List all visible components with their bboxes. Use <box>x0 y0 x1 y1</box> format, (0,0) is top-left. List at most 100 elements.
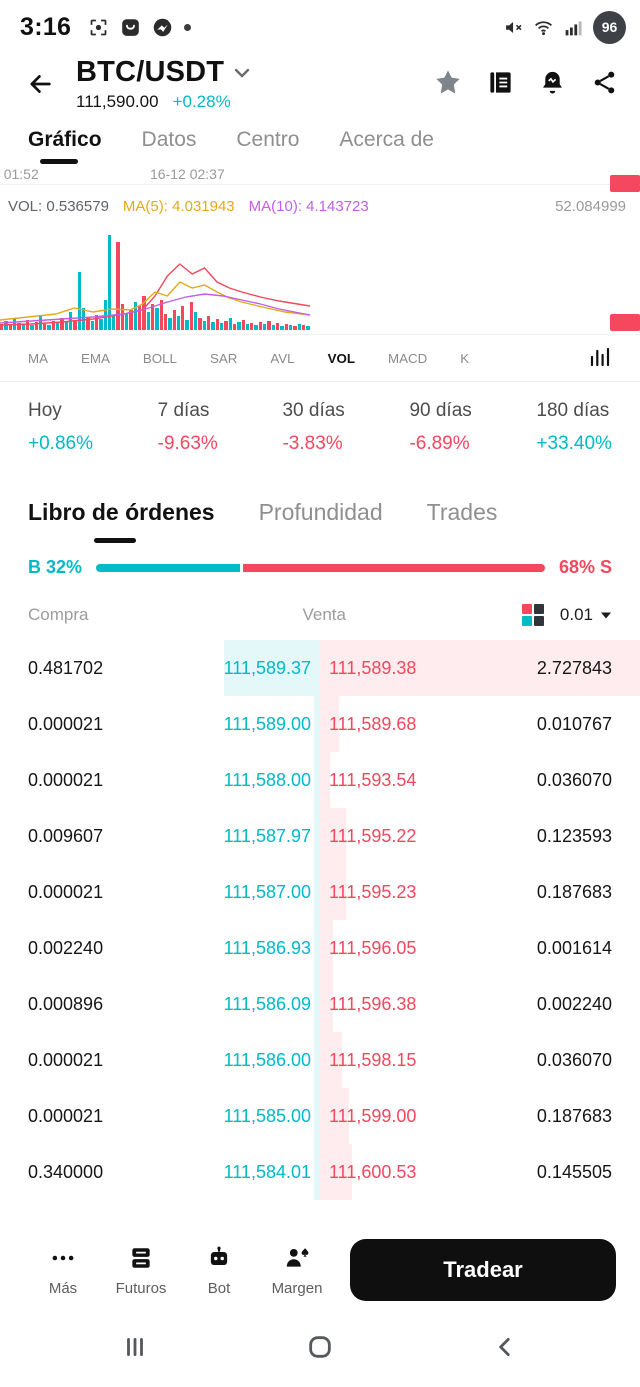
indicator-macd[interactable]: MACD <box>388 350 428 366</box>
tab-profundidad[interactable]: Profundidad <box>259 499 383 543</box>
orderbook-row[interactable]: 0.000021 111,588.00 111,593.54 0.036070 <box>0 752 640 808</box>
sell-price[interactable]: 111,596.05 <box>329 937 417 958</box>
orderbook-row[interactable]: 0.000021 111,586.00 111,598.15 0.036070 <box>0 1032 640 1088</box>
sell-price[interactable]: 111,589.68 <box>329 713 417 734</box>
volume-bar <box>284 324 288 330</box>
orderbook-row[interactable]: 0.000021 111,585.00 111,599.00 0.187683 <box>0 1088 640 1144</box>
recents-button[interactable] <box>122 1334 148 1360</box>
tab-datos[interactable]: Datos <box>142 128 197 164</box>
trade-button[interactable]: Tradear <box>350 1239 616 1301</box>
buy-price[interactable]: 111,586.09 <box>223 993 311 1014</box>
tab-libro-de-ordenes[interactable]: Libro de órdenes <box>28 499 215 543</box>
indicator-ma[interactable]: MA <box>28 350 48 366</box>
sell-price[interactable]: 111,599.00 <box>329 1105 417 1126</box>
bot-button[interactable]: Bot <box>180 1244 258 1297</box>
orderbook-row[interactable]: 0.000896 111,586.09 111,596.38 0.002240 <box>0 976 640 1032</box>
orderbook-row[interactable]: 0.009607 111,587.97 111,595.22 0.123593 <box>0 808 640 864</box>
indicator-k[interactable]: K <box>460 350 470 366</box>
margin-button[interactable]: Margen <box>258 1244 336 1297</box>
favorite-button[interactable] <box>434 68 462 96</box>
price-alert-button[interactable] <box>539 69 566 96</box>
sell-price[interactable]: 111,598.15 <box>329 1049 417 1070</box>
orderbook-row[interactable]: 0.000021 111,589.00 111,589.68 0.010767 <box>0 696 640 752</box>
buy-price[interactable]: 111,586.00 <box>223 1049 311 1070</box>
orderbook-row[interactable]: 0.000021 111,587.00 111,595.23 0.187683 <box>0 864 640 920</box>
sell-price[interactable]: 111,600.53 <box>329 1161 417 1182</box>
buy-price[interactable]: 111,585.00 <box>223 1105 311 1126</box>
indicator-boll[interactable]: BOLL <box>142 350 177 366</box>
sell-column-header: Venta <box>302 605 346 624</box>
orderbook-layout-icon[interactable] <box>521 604 544 626</box>
tab-centro[interactable]: Centro <box>236 128 299 164</box>
sell-price[interactable]: 111,596.38 <box>329 993 417 1014</box>
indicator-ema[interactable]: EMA <box>81 350 110 366</box>
margin-label: Margen <box>271 1279 323 1297</box>
back-button[interactable] <box>18 62 62 109</box>
ratio-bar <box>96 563 545 572</box>
volume-chart[interactable]: VOL: 0.536579 MA(5): 4.031943 MA(10): 4.… <box>0 175 640 335</box>
records-button[interactable] <box>487 69 514 96</box>
more-button[interactable]: Más <box>24 1244 102 1297</box>
sell-price[interactable]: 111,589.38 <box>329 657 417 678</box>
volume-bar <box>47 325 51 330</box>
buy-price[interactable]: 111,588.00 <box>223 769 311 790</box>
orderbook-row[interactable]: 0.340000 111,584.01 111,600.53 0.145505 <box>0 1144 640 1200</box>
buy-quantity: 0.000021 <box>28 1105 104 1126</box>
indicator-vol[interactable]: VOL <box>327 350 355 366</box>
sell-depth-bar <box>320 808 346 864</box>
volume-bar <box>263 324 267 330</box>
sell-price[interactable]: 111,595.22 <box>329 825 417 846</box>
screenshot-icon <box>90 19 107 35</box>
buy-price[interactable]: 111,589.37 <box>223 657 311 678</box>
buy-quantity: 0.000896 <box>28 993 104 1014</box>
sell-quantity: 0.036070 <box>536 769 612 790</box>
perf-180d: 180 días +33.40% <box>536 400 612 455</box>
buy-depth-bar <box>224 640 320 696</box>
volume-bar <box>176 316 181 330</box>
volume-bar <box>138 306 142 330</box>
indicator-sar[interactable]: SAR <box>209 350 238 366</box>
volume-muted-icon <box>506 21 522 33</box>
volume-bar <box>288 325 293 330</box>
sell-price[interactable]: 111,595.23 <box>329 881 417 902</box>
tab-acerca-de[interactable]: Acerca de <box>339 128 434 164</box>
sell-quantity: 0.123593 <box>536 825 612 846</box>
pair-selector[interactable]: BTC/USDT 111,590.00 +0.28% <box>76 56 250 112</box>
volume-bar <box>112 316 116 330</box>
buy-price[interactable]: 111,587.97 <box>223 825 311 846</box>
sell-quantity: 0.002240 <box>536 993 612 1014</box>
precision-selector[interactable]: 0.01 <box>560 605 612 625</box>
home-button[interactable] <box>306 1333 334 1361</box>
buy-price[interactable]: 111,586.93 <box>223 937 311 958</box>
tab-grafico[interactable]: Gráfico <box>28 128 102 164</box>
y-axis-max-label: 52.084999 <box>555 198 626 215</box>
volume-bar <box>202 321 206 330</box>
indicator-avl[interactable]: AVL <box>270 350 295 366</box>
orderbook-rows: 0.481702 111,589.37 111,589.38 2.727843 0.00… <box>0 640 640 1200</box>
volume-bar <box>86 318 90 330</box>
back-nav-button[interactable] <box>492 1334 518 1360</box>
buy-depth-bar <box>313 752 320 808</box>
buy-price[interactable]: 111,589.00 <box>223 713 311 734</box>
volume-bar <box>64 322 68 330</box>
futures-button[interactable]: Futuros <box>102 1244 180 1297</box>
tab-trades[interactable]: Trades <box>427 499 498 543</box>
orderbook-row[interactable]: 0.002240 111,586.93 111,596.05 0.001614 <box>0 920 640 976</box>
axis-label-left: 16-12 01:52 <box>0 166 39 182</box>
volume-bar <box>297 324 301 330</box>
ma-lines <box>0 230 310 330</box>
price-change: +0.28% <box>172 92 231 111</box>
volume-bar <box>125 314 129 330</box>
buy-price[interactable]: 111,587.00 <box>223 881 311 902</box>
share-icon <box>594 71 615 93</box>
sell-price[interactable]: 111,593.54 <box>329 769 417 790</box>
volume-bar <box>25 320 30 330</box>
fullscreen-chart-button[interactable] <box>588 345 612 372</box>
buy-depth-bar <box>313 1088 320 1144</box>
share-button[interactable] <box>591 69 618 96</box>
buy-price[interactable]: 111,584.01 <box>223 1161 311 1182</box>
volume-bar <box>34 322 38 330</box>
orderbook-row[interactable]: 0.481702 111,589.37 111,589.38 2.727843 <box>0 640 640 696</box>
star-icon <box>436 70 460 94</box>
status-bar: 3:16 <box>0 0 640 48</box>
